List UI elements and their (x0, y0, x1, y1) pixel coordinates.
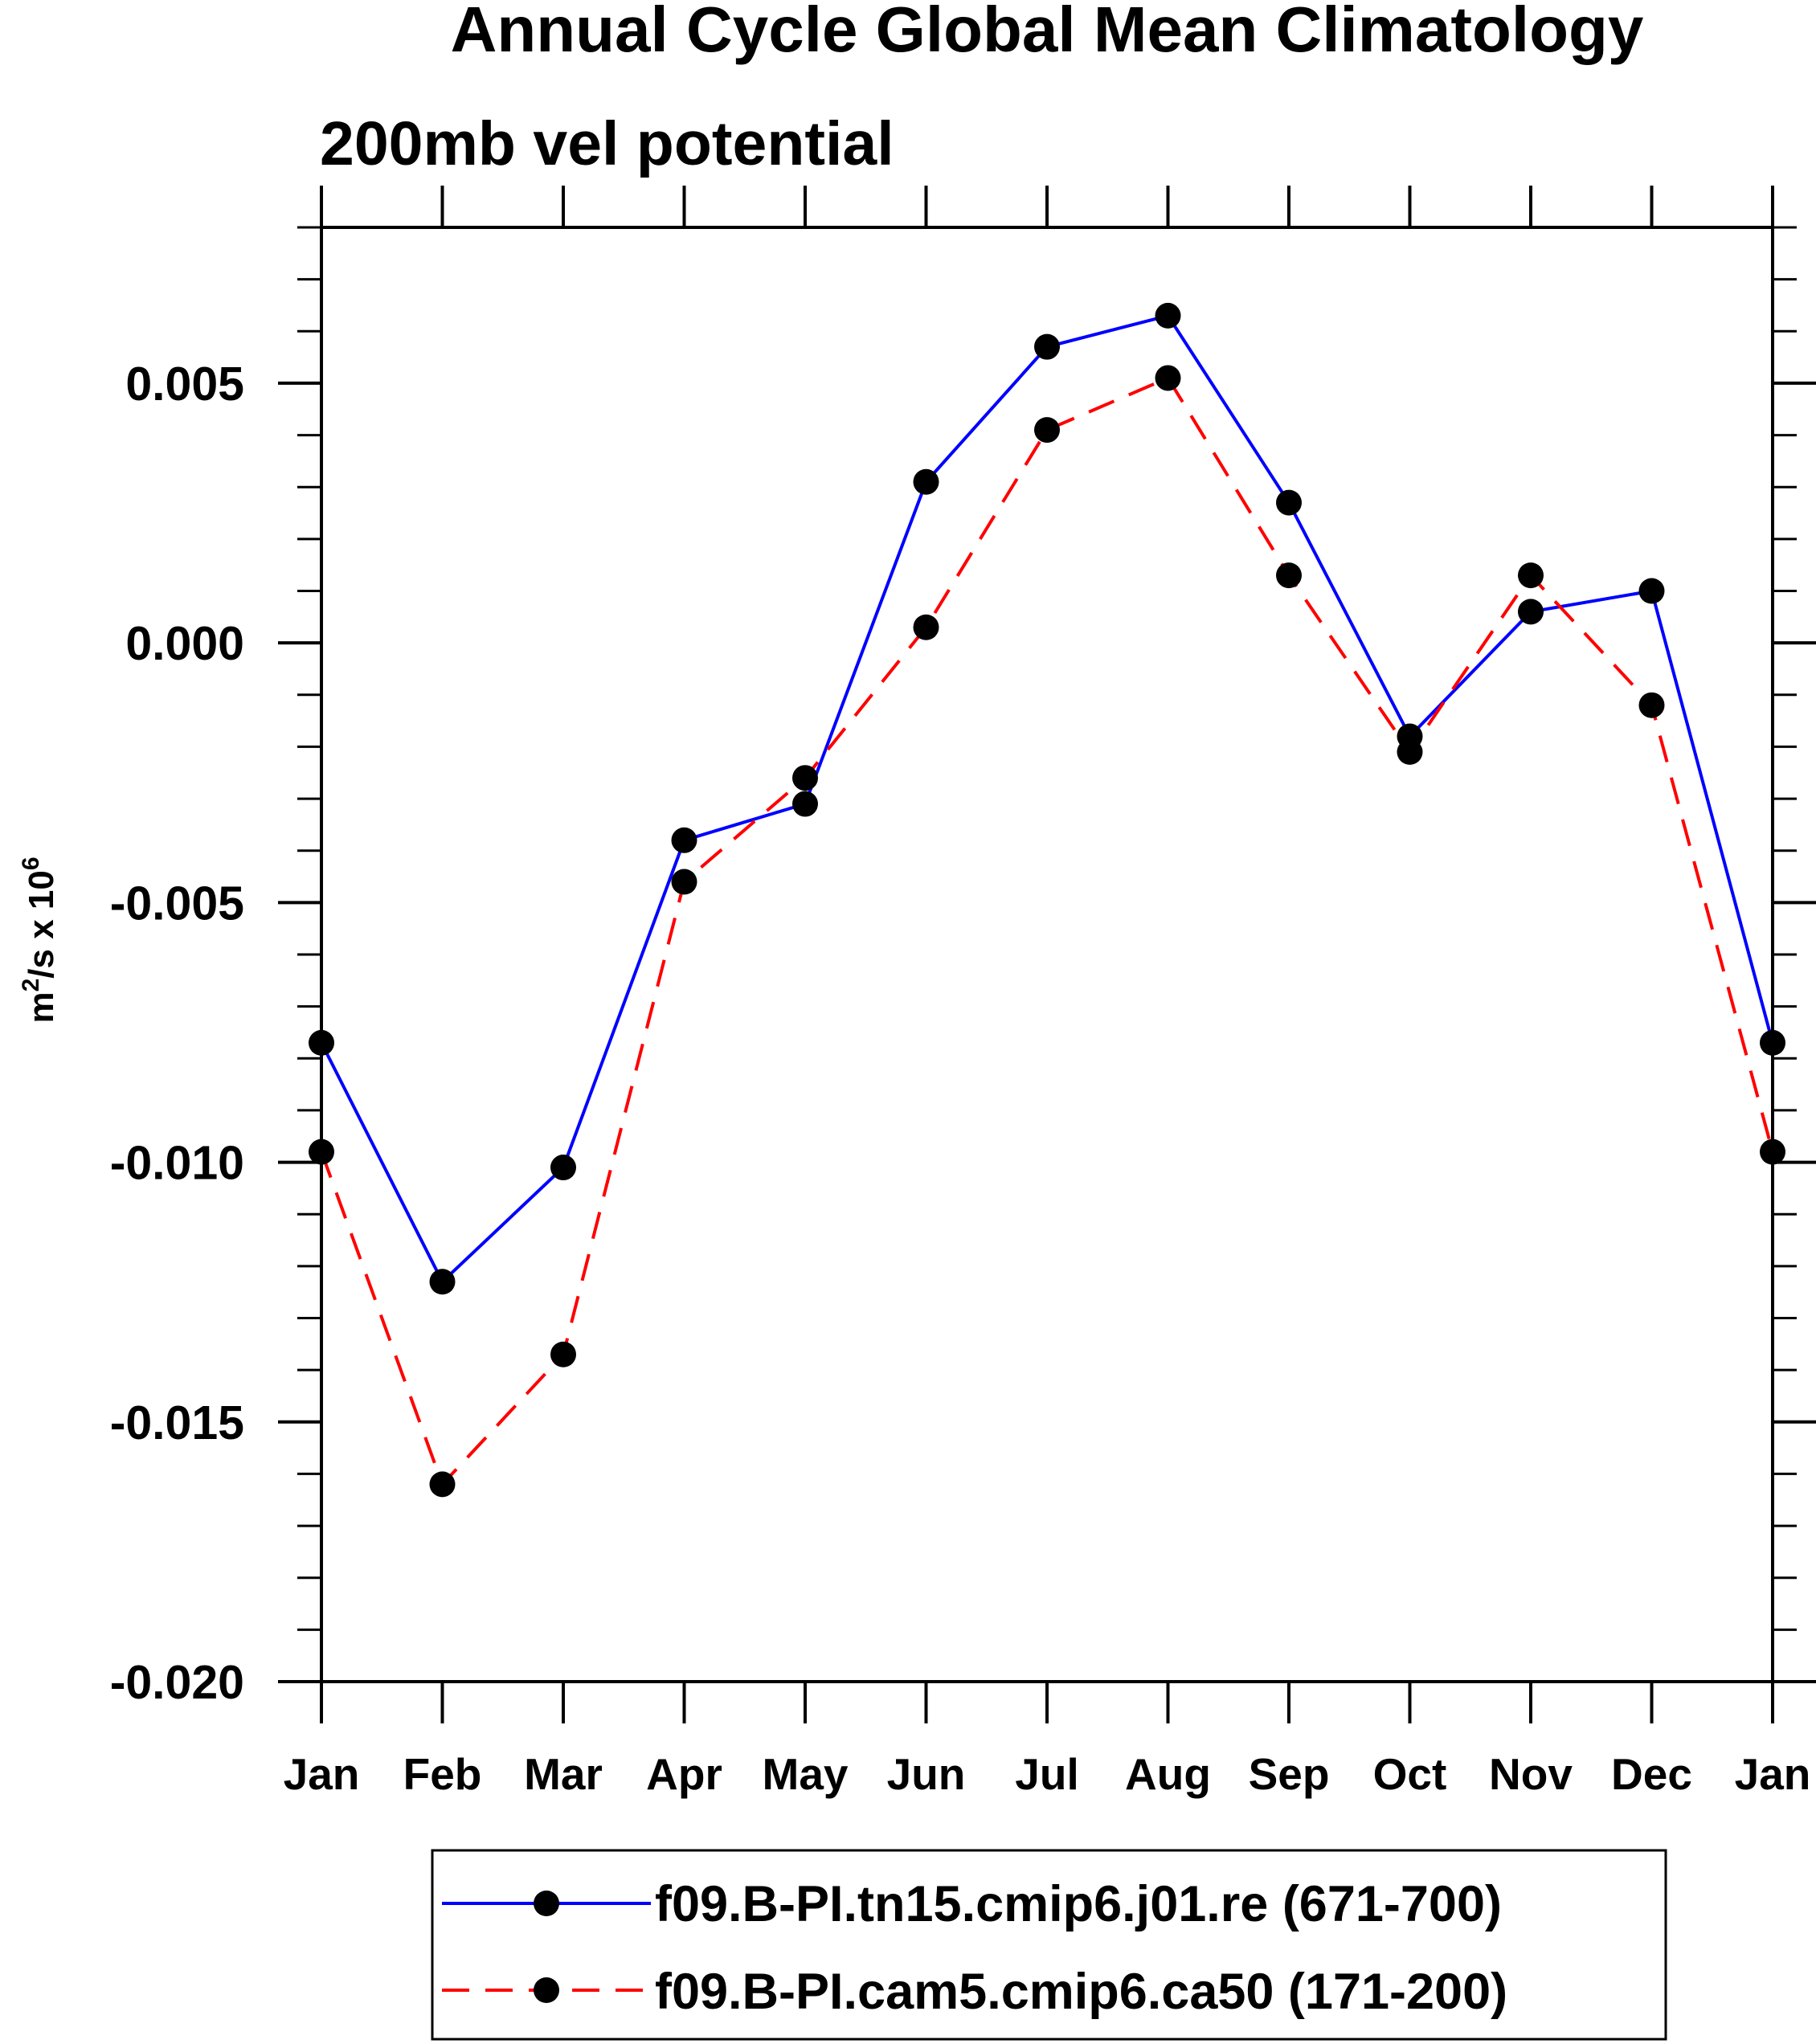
x-tick-label: Dec (1611, 1749, 1692, 1799)
legend-label-series-2: f09.B-PI.cam5.cmip6.ca50 (171-200) (655, 1964, 1507, 2020)
chart-title: Annual Cycle Global Mean Climatology (451, 0, 1644, 65)
x-tick-label: Feb (403, 1749, 482, 1799)
data-point-series-1 (671, 827, 697, 853)
data-point-series-2 (1276, 562, 1302, 589)
x-tick-label: Apr (646, 1749, 722, 1799)
x-tick-label: Oct (1373, 1749, 1447, 1799)
data-point-series-1 (429, 1269, 456, 1295)
x-tick-label: Aug (1125, 1749, 1211, 1799)
data-point-series-2 (1155, 365, 1181, 391)
data-point-series-1 (1638, 578, 1665, 604)
legend: f09.B-PI.tn15.cmip6.j01.re (671-700) f09… (431, 1849, 1667, 2041)
data-point-series-1 (792, 791, 818, 817)
legend-marker-series-1 (534, 1891, 559, 1916)
y-tick-label: -0.010 (110, 1137, 244, 1190)
data-point-series-1 (1276, 489, 1302, 516)
data-point-series-2 (1397, 738, 1423, 765)
data-point-series-1 (1155, 302, 1181, 329)
data-point-series-1 (1518, 599, 1544, 625)
series-line-2 (320, 375, 1774, 1488)
y-tick-label: -0.015 (110, 1396, 244, 1449)
x-tick-labels: Jan Feb Mar Apr May Jun Jul Aug Sep Oct Nov Dec Jan (284, 1749, 1811, 1799)
x-tick-label: Sep (1249, 1749, 1330, 1799)
data-point-series-2 (1638, 692, 1665, 718)
legend-label-series-1: f09.B-PI.tn15.cmip6.j01.re (671-700) (655, 1876, 1502, 1932)
data-point-series-1 (1034, 333, 1060, 360)
x-tick-label: Jul (1015, 1749, 1078, 1799)
data-point-series-2 (429, 1471, 456, 1498)
x-tick-label: May (763, 1749, 849, 1799)
x-tick-label: Nov (1489, 1749, 1573, 1799)
legend-box (431, 1849, 1667, 2041)
data-point-series-2 (792, 765, 818, 791)
x-tick-label: Jun (887, 1749, 966, 1799)
x-tick-label: Jan (1735, 1749, 1811, 1799)
plot-frame (320, 226, 1774, 1683)
y-tick-label: -0.005 (110, 877, 244, 930)
legend-marker-series-2 (534, 1977, 559, 2003)
y-tick-label: 0.000 (125, 617, 244, 670)
data-point-series-2 (671, 869, 697, 895)
chart-subtitle: 200mb vel potential (320, 109, 894, 178)
data-point-series-2 (913, 614, 939, 640)
y-tick-label: 0.005 (125, 358, 244, 411)
data-point-series-2 (1518, 562, 1544, 589)
data-point-series-2 (550, 1341, 576, 1367)
x-tick-label: Jan (284, 1749, 360, 1799)
data-point-series-1 (550, 1155, 576, 1181)
data-point-series-1 (913, 468, 939, 495)
series-layer (309, 302, 1785, 1498)
y-tick-labels: -0.020 -0.015 -0.010 -0.005 0.000 0.005 (110, 358, 244, 1709)
y-axis-label: m2/s x 106 (18, 856, 61, 1023)
x-tick-label: Mar (524, 1749, 603, 1799)
axis-ticks (278, 186, 1816, 1723)
series-line-1 (320, 313, 1774, 1285)
data-point-series-2 (1034, 417, 1060, 444)
y-tick-label: -0.020 (110, 1656, 244, 1709)
